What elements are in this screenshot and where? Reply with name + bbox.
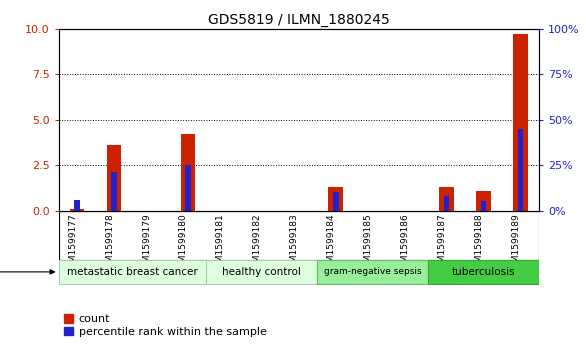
Text: GSM1599185: GSM1599185 bbox=[364, 213, 373, 274]
Bar bbox=[111, 172, 117, 211]
Bar bbox=[107, 145, 121, 211]
Text: healthy control: healthy control bbox=[223, 267, 301, 277]
Bar bbox=[328, 187, 343, 211]
Bar bbox=[518, 129, 523, 211]
Text: GSM1599184: GSM1599184 bbox=[327, 213, 336, 274]
Bar bbox=[513, 34, 528, 211]
Text: GSM1599188: GSM1599188 bbox=[475, 213, 483, 274]
Text: GSM1599182: GSM1599182 bbox=[253, 213, 262, 274]
Text: GSM1599177: GSM1599177 bbox=[68, 213, 77, 274]
Text: GSM1599179: GSM1599179 bbox=[142, 213, 151, 274]
Bar bbox=[333, 192, 339, 211]
Bar bbox=[318, 260, 428, 284]
Text: tuberculosis: tuberculosis bbox=[452, 267, 516, 277]
Bar bbox=[428, 260, 539, 284]
Bar bbox=[59, 260, 206, 284]
Bar bbox=[481, 201, 486, 211]
Bar bbox=[70, 209, 84, 211]
Text: gram-negative sepsis: gram-negative sepsis bbox=[324, 268, 421, 276]
Text: metastatic breast cancer: metastatic breast cancer bbox=[67, 267, 198, 277]
Bar bbox=[440, 187, 454, 211]
Text: disease state: disease state bbox=[0, 267, 54, 277]
Text: GSM1599178: GSM1599178 bbox=[105, 213, 114, 274]
Legend: count, percentile rank within the sample: count, percentile rank within the sample bbox=[64, 314, 267, 337]
Bar bbox=[180, 134, 195, 211]
Title: GDS5819 / ILMN_1880245: GDS5819 / ILMN_1880245 bbox=[208, 13, 390, 26]
Bar bbox=[74, 200, 80, 211]
Text: GSM1599180: GSM1599180 bbox=[179, 213, 188, 274]
Bar bbox=[185, 165, 191, 211]
Text: GSM1599186: GSM1599186 bbox=[401, 213, 410, 274]
Bar bbox=[444, 196, 449, 211]
Text: GSM1599181: GSM1599181 bbox=[216, 213, 225, 274]
Text: GSM1599189: GSM1599189 bbox=[512, 213, 520, 274]
Bar bbox=[206, 260, 318, 284]
Text: GSM1599183: GSM1599183 bbox=[290, 213, 299, 274]
Text: GSM1599187: GSM1599187 bbox=[438, 213, 447, 274]
Bar bbox=[476, 191, 491, 211]
